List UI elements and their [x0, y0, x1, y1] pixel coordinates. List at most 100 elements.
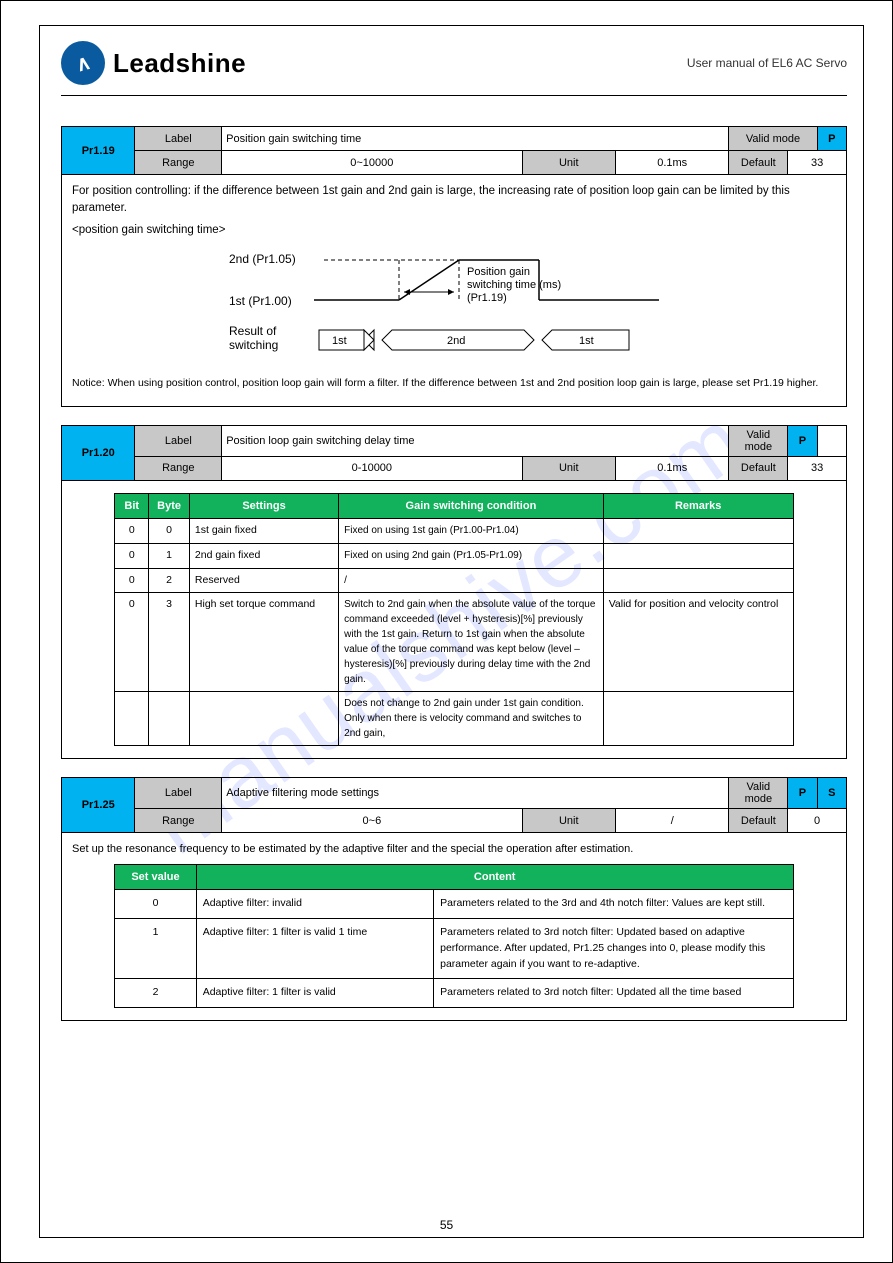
pr120-label: Position loop gain switching delay time	[222, 425, 729, 456]
mode-label: Valid mode	[729, 425, 788, 456]
pr119-desc: For position controlling: if the differe…	[61, 175, 847, 407]
brand-name: Leadshine	[113, 48, 246, 79]
table-row: 0 0 1st gain fixed Fixed on using 1st ga…	[115, 519, 793, 544]
cell: Reserved	[189, 568, 338, 593]
default-label: Default	[729, 456, 788, 480]
cell: 2	[115, 979, 196, 1008]
pr125-header-table: Pr1.25 Label Adaptive filtering mode set…	[61, 777, 847, 833]
cell: High set torque command	[189, 593, 338, 692]
cell: 0	[115, 568, 149, 593]
svg-text:1st: 1st	[579, 335, 594, 347]
th-content: Content	[196, 864, 793, 890]
pr119-desc-p1: For position controlling: if the differe…	[72, 183, 836, 218]
label-label: Label	[135, 127, 222, 151]
pr120-default: 33	[788, 456, 847, 480]
pr119-diagram: 2nd (Pr1.05) 1st (Pr1.00) Result of swit…	[72, 245, 836, 370]
cell	[149, 692, 190, 746]
cell: 1	[115, 919, 196, 979]
cell: 0	[115, 593, 149, 692]
diag-arrows: 1st 2nd 1st	[319, 330, 629, 350]
th-setval: Set value	[115, 864, 196, 890]
table-row: 0 Adaptive filter: invalid Parameters re…	[115, 890, 793, 919]
pr120-inner-table: Bit Byte Settings Gain switching conditi…	[114, 493, 793, 747]
th-cond: Gain switching condition	[339, 493, 604, 519]
th-byte: Byte	[149, 493, 190, 519]
diag-result-label1: Result of	[229, 324, 277, 338]
cell	[189, 692, 338, 746]
mode-p: P	[788, 778, 817, 809]
mode-label: Valid mode	[729, 778, 788, 809]
diag-pos-label3: (Pr1.19)	[467, 292, 507, 304]
mode-p: P	[817, 127, 846, 151]
cell: Fixed on using 2nd gain (Pr1.05-Pr1.09)	[339, 543, 604, 568]
cell: Valid for position and velocity control	[603, 593, 793, 692]
diag-1st-label: 1st (Pr1.00)	[229, 294, 292, 308]
cell: 2nd gain fixed	[189, 543, 338, 568]
logo-row: ∧ Leadshine	[61, 41, 847, 85]
cell: Adaptive filter: 1 filter is valid 1 tim…	[196, 919, 433, 979]
pr120-range: 0-10000	[222, 456, 522, 480]
cell: Fixed on using 1st gain (Pr1.00-Pr1.04)	[339, 519, 604, 544]
pr119-desc-p2: <position gain switching time>	[72, 222, 836, 239]
pr119-note: Notice: When using position control, pos…	[72, 376, 836, 392]
cell: 3	[149, 593, 190, 692]
cell	[603, 568, 793, 593]
svg-text:2nd: 2nd	[447, 335, 465, 347]
cell: 1	[149, 543, 190, 568]
cell: 1st gain fixed	[189, 519, 338, 544]
table-row: 2 Adaptive filter: 1 filter is valid Par…	[115, 979, 793, 1008]
unit-label: Unit	[522, 809, 615, 833]
page-header: ∧ Leadshine	[61, 41, 847, 85]
cell: 2	[149, 568, 190, 593]
th-remarks: Remarks	[603, 493, 793, 519]
table-row: 0 3 High set torque command Switch to 2n…	[115, 593, 793, 692]
cell: Adaptive filter: 1 filter is valid	[196, 979, 433, 1008]
cell: 0	[115, 519, 149, 544]
pr125-code: Pr1.25	[62, 778, 135, 833]
pr125-inner-table: Set value Content 0 Adaptive filter: inv…	[114, 864, 793, 1008]
range-label: Range	[135, 456, 222, 480]
label-label: Label	[135, 425, 222, 456]
cell	[603, 543, 793, 568]
pr120-unit: 0.1ms	[615, 456, 729, 480]
range-label: Range	[135, 809, 222, 833]
pr125-default: 0	[788, 809, 847, 833]
pr119-label: Position gain switching time	[222, 127, 729, 151]
diag-pos-label1: Position gain	[467, 266, 530, 278]
table-row: Does not change to 2nd gain under 1st ga…	[115, 692, 793, 746]
cell: Does not change to 2nd gain under 1st ga…	[339, 692, 604, 746]
pr119-default: 33	[788, 151, 847, 175]
cell: 0	[115, 543, 149, 568]
mode-p: P	[788, 425, 817, 456]
pr119-header-table: Pr1.19 Label Position gain switching tim…	[61, 126, 847, 175]
cell	[603, 519, 793, 544]
pr120-code: Pr1.20	[62, 425, 135, 480]
mode-label: Valid mode	[729, 127, 817, 151]
table-row: 0 2 Reserved /	[115, 568, 793, 593]
cell: Switch to 2nd gain when the absolute val…	[339, 593, 604, 692]
default-label: Default	[729, 809, 788, 833]
table-row: 0 1 2nd gain fixed Fixed on using 2nd ga…	[115, 543, 793, 568]
unit-label: Unit	[522, 456, 615, 480]
cell: Parameters related to 3rd notch filter: …	[434, 919, 794, 979]
svg-text:1st: 1st	[332, 335, 347, 347]
logo-icon: ∧	[61, 41, 105, 85]
diag-2nd-label: 2nd (Pr1.05)	[229, 252, 296, 266]
cell: 0	[115, 890, 196, 919]
mode-s: S	[817, 778, 846, 809]
pr120-header-table: Pr1.20 Label Position loop gain switchin…	[61, 425, 847, 481]
pr125-label: Adaptive filtering mode settings	[222, 778, 729, 809]
page-number: 55	[1, 1218, 892, 1232]
th-bit: Bit	[115, 493, 149, 519]
cell	[603, 692, 793, 746]
cell: /	[339, 568, 604, 593]
range-label: Range	[135, 151, 222, 175]
cell	[115, 692, 149, 746]
table-row: 1 Adaptive filter: 1 filter is valid 1 t…	[115, 919, 793, 979]
th-settings: Settings	[189, 493, 338, 519]
pr119-unit: 0.1ms	[615, 151, 729, 175]
cell: 0	[149, 519, 190, 544]
mode-s	[817, 425, 846, 456]
pr119-range: 0~10000	[222, 151, 522, 175]
header-divider	[61, 95, 847, 96]
